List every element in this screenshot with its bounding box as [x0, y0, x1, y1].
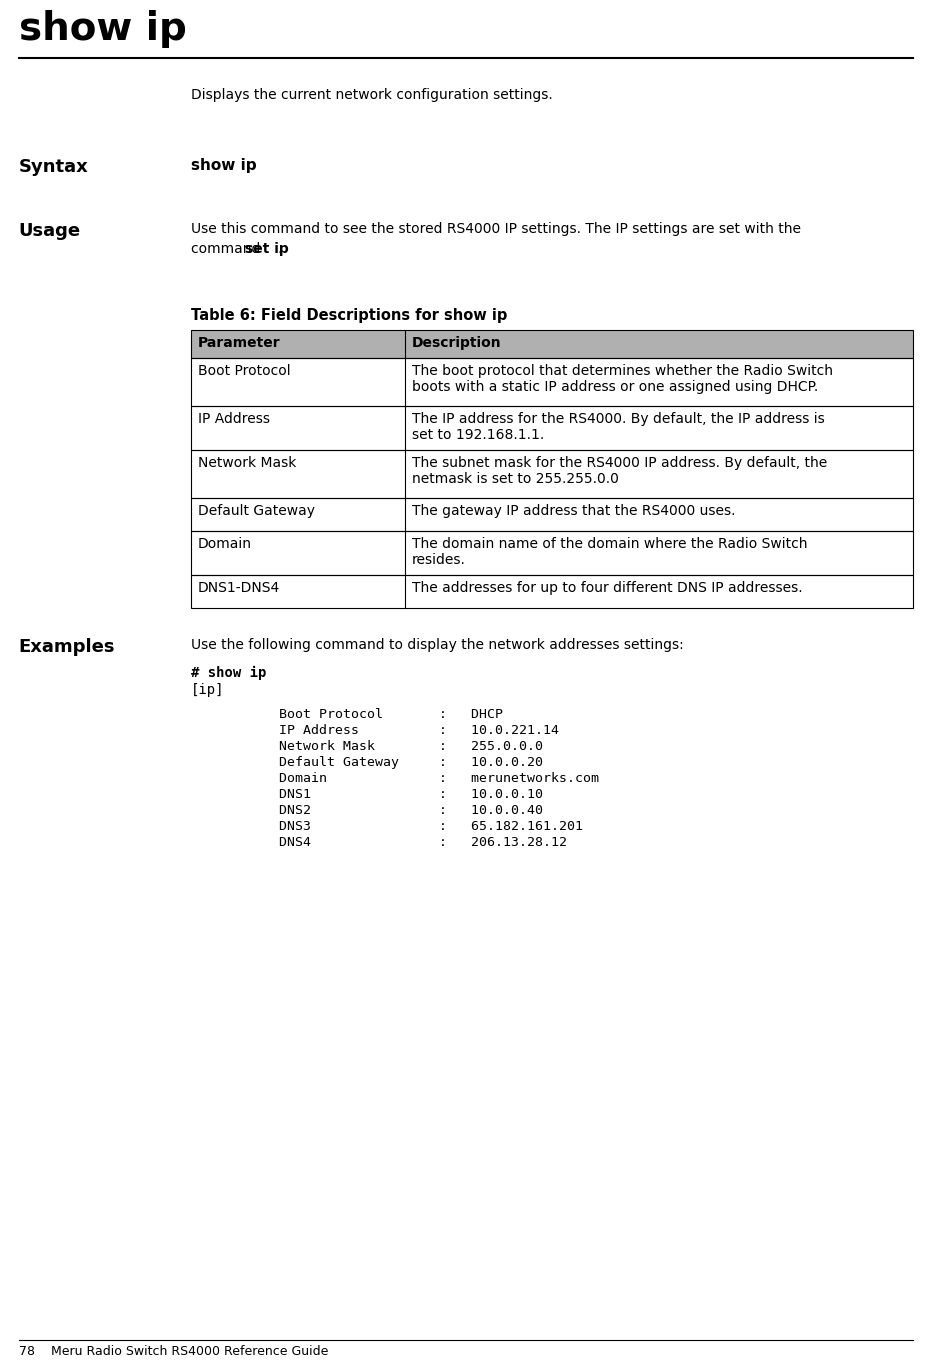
Text: Boot Protocol       :   DHCP: Boot Protocol : DHCP	[239, 708, 503, 721]
Text: Default Gateway     :   10.0.0.20: Default Gateway : 10.0.0.20	[239, 756, 543, 768]
Text: Domain              :   merunetworks.com: Domain : merunetworks.com	[239, 773, 599, 785]
Text: The IP address for the RS4000. By default, the IP address is
set to 192.168.1.1.: The IP address for the RS4000. By defaul…	[412, 412, 824, 442]
Text: Default Gateway: Default Gateway	[197, 504, 314, 517]
Text: Examples: Examples	[19, 637, 115, 657]
Text: Use the following command to display the network addresses settings:: Use the following command to display the…	[190, 637, 683, 652]
Bar	[190, 498, 912, 531]
Text: .: .	[277, 242, 282, 257]
Text: DNS1-DNS4: DNS1-DNS4	[197, 581, 280, 595]
Text: Parameter: Parameter	[197, 336, 280, 349]
Text: The gateway IP address that the RS4000 uses.: The gateway IP address that the RS4000 u…	[412, 504, 735, 517]
Bar	[190, 498, 912, 531]
Text: The boot protocol that determines whether the Radio Switch
boots with a static I: The boot protocol that determines whethe…	[412, 364, 832, 394]
Bar	[190, 358, 912, 405]
Text: Displays the current network configuration settings.: Displays the current network configurati…	[190, 87, 552, 102]
Bar	[190, 405, 912, 450]
Text: The subnet mask for the RS4000 IP address. By default, the
netmask is set to 255: The subnet mask for the RS4000 IP addres…	[412, 456, 826, 486]
Text: Usage: Usage	[19, 222, 81, 240]
Text: IP Address          :   10.0.221.14: IP Address : 10.0.221.14	[239, 723, 559, 737]
Text: Network Mask        :   255.0.0.0: Network Mask : 255.0.0.0	[239, 740, 543, 753]
Bar	[190, 330, 912, 358]
Bar	[190, 575, 912, 607]
Text: set ip: set ip	[245, 242, 288, 257]
Text: show ip: show ip	[190, 158, 256, 173]
Bar	[190, 450, 912, 498]
Text: DNS4                :   206.13.28.12: DNS4 : 206.13.28.12	[239, 835, 566, 849]
Text: Domain: Domain	[197, 536, 251, 551]
Bar	[190, 450, 912, 498]
Text: Boot Protocol: Boot Protocol	[197, 364, 289, 378]
Text: The addresses for up to four different DNS IP addresses.: The addresses for up to four different D…	[412, 581, 802, 595]
Bar	[190, 330, 912, 358]
Text: Network Mask: Network Mask	[197, 456, 295, 470]
Text: DNS1                :   10.0.0.10: DNS1 : 10.0.0.10	[239, 788, 543, 801]
Text: Use this command to see the stored RS4000 IP settings. The IP settings are set w: Use this command to see the stored RS400…	[190, 222, 800, 236]
Text: IP Address: IP Address	[197, 412, 269, 426]
Text: # show ip: # show ip	[190, 666, 266, 680]
Text: DNS3                :   65.182.161.201: DNS3 : 65.182.161.201	[239, 820, 583, 833]
Text: Description: Description	[412, 336, 502, 349]
Bar	[190, 531, 912, 575]
Text: Syntax: Syntax	[19, 158, 89, 176]
Text: 78    Meru Radio Switch RS4000 Reference Guide: 78 Meru Radio Switch RS4000 Reference Gu…	[19, 1345, 327, 1358]
Bar	[190, 575, 912, 607]
Bar	[190, 405, 912, 450]
Bar	[190, 531, 912, 575]
Text: show ip: show ip	[19, 10, 187, 48]
Text: DNS2                :   10.0.0.40: DNS2 : 10.0.0.40	[239, 804, 543, 818]
Text: The domain name of the domain where the Radio Switch
resides.: The domain name of the domain where the …	[412, 536, 807, 568]
Text: Table 6: Field Descriptions for show ip: Table 6: Field Descriptions for show ip	[190, 308, 506, 324]
Text: [ip]: [ip]	[190, 682, 224, 698]
Text: command: command	[190, 242, 264, 257]
Bar	[190, 358, 912, 405]
